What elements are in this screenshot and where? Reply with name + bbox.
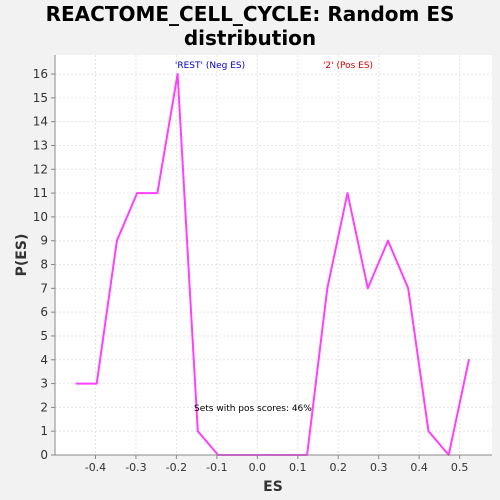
chart-title: REACTOME_CELL_CYCLE: Random ES distribut… bbox=[45, 2, 455, 50]
y-tick-label: 4 bbox=[40, 353, 48, 367]
data-point bbox=[176, 73, 179, 75]
y-tick-label: 0 bbox=[40, 448, 48, 462]
x-tick-label: 0.0 bbox=[249, 461, 267, 474]
data-point bbox=[75, 382, 78, 385]
y-axis-label: P(ES) bbox=[14, 234, 30, 277]
y-tick-label: 15 bbox=[33, 91, 48, 105]
y-tick-label: 13 bbox=[33, 138, 48, 152]
y-tick-label: 12 bbox=[33, 162, 48, 176]
x-tick-label: 0.4 bbox=[410, 461, 428, 474]
x-ticks: -0.4 -0.3 -0.2 -0.1 0.0 0.1 0.2 0.3 0.4 0.5 bbox=[85, 455, 469, 474]
x-tick-label: -0.2 bbox=[166, 461, 187, 474]
y-tick-label: 8 bbox=[40, 258, 48, 272]
data-point bbox=[116, 239, 118, 242]
y-tick-label: 2 bbox=[40, 400, 48, 414]
data-point bbox=[156, 192, 159, 194]
y-tick-label: 10 bbox=[33, 210, 48, 224]
legend-neg-es: 'REST' (Neg ES) bbox=[175, 61, 245, 71]
x-tick-label: 0.5 bbox=[451, 461, 469, 474]
y-tick-label: 5 bbox=[40, 329, 48, 343]
x-tick-label: 0.2 bbox=[329, 461, 347, 474]
y-tick-label: 1 bbox=[40, 424, 48, 438]
x-tick-label: -0.1 bbox=[206, 461, 227, 474]
x-tick-label: -0.4 bbox=[85, 461, 106, 474]
y-tick-label: 3 bbox=[40, 377, 48, 391]
data-point bbox=[407, 287, 410, 290]
x-tick-label: 0.3 bbox=[370, 461, 388, 474]
data-point bbox=[346, 192, 349, 194]
x-axis-label: ES bbox=[263, 479, 283, 495]
x-tick-label: 0.1 bbox=[289, 461, 307, 474]
legend-pos-es: '2' (Pos ES) bbox=[323, 61, 373, 71]
y-tick-label: 7 bbox=[40, 281, 48, 295]
data-point bbox=[387, 239, 389, 242]
data-point bbox=[468, 358, 470, 361]
data-point bbox=[326, 287, 329, 290]
x-tick-label: -0.3 bbox=[125, 461, 146, 474]
plot-area bbox=[55, 55, 492, 455]
data-point bbox=[136, 192, 139, 194]
data-point bbox=[95, 382, 98, 385]
y-tick-label: 9 bbox=[40, 234, 48, 248]
y-tick-label: 11 bbox=[33, 186, 48, 200]
data-point bbox=[196, 430, 199, 433]
data-point bbox=[427, 430, 430, 433]
y-tick-label: 14 bbox=[33, 115, 48, 129]
pos-scores-annotation: Sets with pos scores: 46% bbox=[194, 404, 312, 414]
y-tick-label: 16 bbox=[33, 67, 48, 81]
data-point bbox=[366, 287, 369, 290]
y-tick-label: 6 bbox=[40, 305, 48, 319]
